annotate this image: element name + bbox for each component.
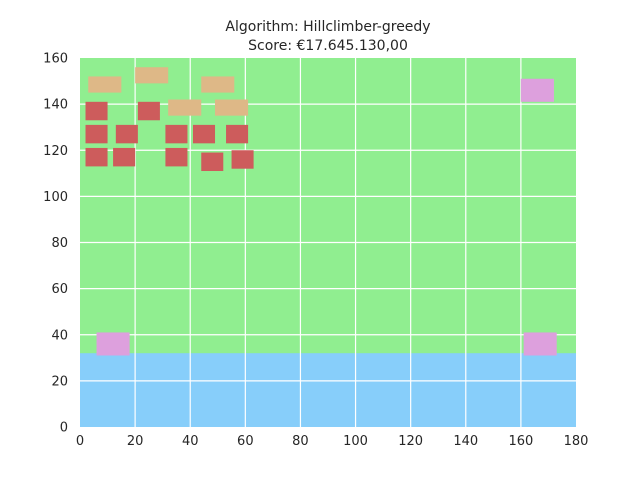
x-tick-label-5: 100	[343, 434, 368, 449]
regions-layer	[80, 353, 576, 427]
grid-layer	[80, 58, 576, 427]
houses-layer	[85, 67, 557, 356]
bungalow-house-12	[85, 147, 108, 167]
bungalow-house-6	[137, 101, 160, 121]
bungalow-house-16	[231, 150, 254, 169]
x-tick-label-1: 20	[127, 434, 144, 449]
y-tick-label-2: 40	[51, 328, 68, 343]
x-tick-label-6: 120	[398, 434, 423, 449]
y-tick-label-6: 120	[43, 144, 68, 159]
x-axis-ticks: 0 20 40 60 80 100 120 140 160 180	[76, 434, 589, 449]
x-tick-label-9: 180	[564, 434, 589, 449]
y-tick-label-7: 140	[43, 98, 68, 113]
water-region-0	[80, 353, 576, 427]
maison-house-19	[523, 332, 557, 356]
single-family-house-1	[135, 67, 169, 84]
bungalow-house-13	[113, 147, 136, 167]
single-family-house-0	[88, 76, 122, 93]
bungalow-house-7	[85, 124, 108, 144]
x-tick-label-0: 0	[76, 434, 84, 449]
bungalow-house-14	[165, 147, 188, 167]
bungalow-house-10	[192, 124, 216, 144]
y-tick-label-5: 100	[43, 190, 68, 205]
y-tick-label-8: 160	[43, 52, 68, 67]
y-tick-label-0: 0	[60, 421, 68, 436]
y-tick-label-1: 20	[51, 374, 68, 389]
x-tick-label-3: 60	[237, 434, 254, 449]
chart-title-line-2: Score: €17.645.130,00	[248, 38, 408, 54]
single-family-house-2	[201, 76, 235, 93]
bungalow-house-5	[85, 101, 108, 121]
x-tick-label-8: 160	[508, 434, 533, 449]
x-tick-label-7: 140	[453, 434, 478, 449]
chart-title-line-1: Algorithm: Hillclimber-greedy	[225, 19, 430, 35]
bungalow-house-11	[226, 124, 249, 144]
single-family-house-3	[168, 99, 202, 116]
maison-house-18	[96, 332, 130, 356]
maison-house-17	[520, 78, 554, 102]
bungalow-house-8	[115, 124, 138, 144]
y-axis-ticks: 0 20 40 60 80 100 120 140 160	[43, 52, 68, 436]
bungalow-house-15	[201, 152, 224, 172]
single-family-house-4	[215, 99, 249, 116]
x-tick-label-4: 80	[292, 434, 309, 449]
y-tick-label-3: 60	[51, 282, 68, 297]
bungalow-house-9	[165, 124, 188, 144]
y-tick-label-4: 80	[51, 236, 68, 251]
x-tick-label-2: 40	[182, 434, 199, 449]
plot-area	[80, 58, 576, 427]
